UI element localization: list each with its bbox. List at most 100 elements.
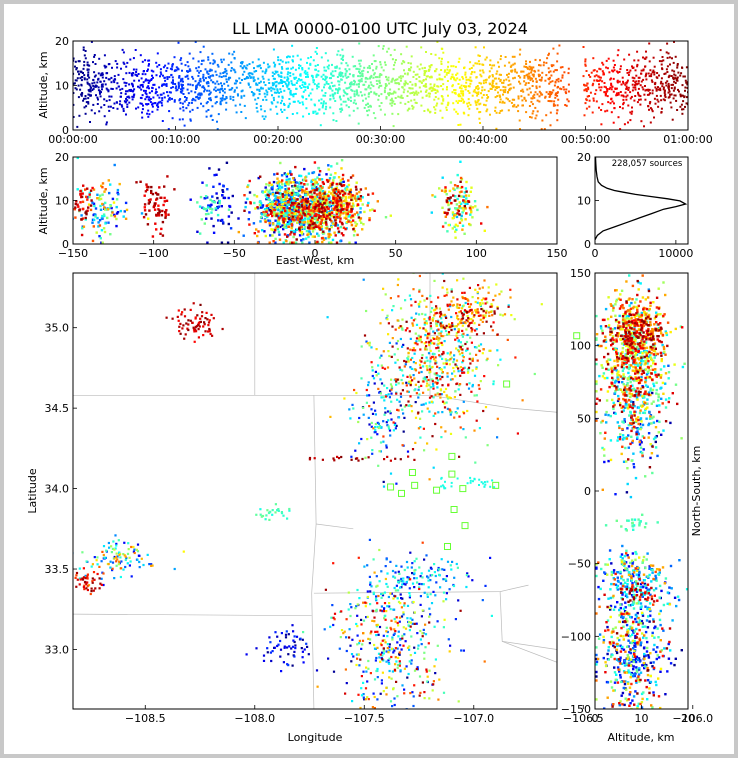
source-point <box>663 90 666 93</box>
source-point <box>275 200 278 203</box>
source-point <box>175 89 178 92</box>
source-point <box>644 85 646 87</box>
source-point <box>308 209 311 212</box>
source-point <box>454 618 457 621</box>
source-point <box>316 209 319 213</box>
source-point <box>269 210 273 213</box>
source-point <box>386 410 390 413</box>
source-point <box>306 645 309 648</box>
source-point <box>221 99 224 102</box>
source-point <box>341 223 344 226</box>
source-point <box>349 221 353 224</box>
source-point <box>672 78 675 81</box>
source-point <box>349 193 352 196</box>
source-point <box>661 85 664 88</box>
source-point <box>332 97 335 100</box>
source-point <box>355 223 359 226</box>
source-point <box>116 188 120 192</box>
source-point <box>669 63 671 66</box>
source-point <box>355 89 358 92</box>
source-point <box>279 192 283 195</box>
source-point <box>197 97 200 100</box>
source-point <box>325 206 329 209</box>
source-point <box>390 592 393 595</box>
source-point <box>449 196 452 199</box>
source-point <box>296 185 300 188</box>
source-point <box>221 189 224 192</box>
source-point <box>667 91 670 94</box>
source-point <box>456 224 459 228</box>
source-point <box>222 184 225 187</box>
source-point <box>319 199 322 203</box>
source-point <box>308 112 310 115</box>
source-point <box>342 191 345 194</box>
source-point <box>256 88 259 91</box>
source-point <box>511 98 514 101</box>
source-point <box>105 121 108 124</box>
source-point <box>286 178 290 181</box>
source-point <box>152 102 154 105</box>
source-point <box>229 76 232 79</box>
source-point <box>685 66 688 69</box>
source-point <box>192 98 195 101</box>
source-point <box>128 71 131 74</box>
source-point <box>139 180 142 183</box>
source-point <box>499 101 501 104</box>
source-point <box>424 85 427 88</box>
source-point <box>304 83 307 86</box>
source-point <box>400 53 403 56</box>
source-point <box>160 73 163 76</box>
source-point <box>332 222 335 225</box>
source-point <box>247 218 250 221</box>
source-point <box>309 206 312 209</box>
source-point <box>483 103 485 106</box>
source-point <box>255 647 258 650</box>
source-point <box>434 108 437 111</box>
source-point <box>196 69 199 72</box>
source-point <box>631 110 634 113</box>
source-point <box>329 106 332 109</box>
source-point <box>375 93 378 96</box>
source-point <box>491 75 494 78</box>
source-point <box>355 83 358 86</box>
source-point <box>451 84 454 87</box>
source-point <box>88 193 91 196</box>
source-point <box>682 100 685 103</box>
source-point <box>382 634 385 637</box>
source-point <box>189 83 192 86</box>
source-point <box>344 81 347 84</box>
source-point <box>82 48 85 51</box>
source-point <box>402 582 405 585</box>
source-point <box>612 70 615 73</box>
source-point <box>221 84 223 87</box>
source-point <box>653 65 656 68</box>
source-point <box>330 192 333 195</box>
source-point <box>350 88 353 91</box>
source-point <box>199 51 202 54</box>
source-point <box>671 118 674 121</box>
source-point <box>297 205 301 209</box>
source-point <box>678 90 680 93</box>
source-point <box>276 101 279 104</box>
source-point <box>397 570 400 573</box>
source-point <box>342 75 345 78</box>
source-point <box>292 73 295 76</box>
source-point <box>447 208 450 211</box>
source-point <box>446 212 449 215</box>
source-point <box>197 66 200 69</box>
source-point <box>371 192 375 195</box>
source-point <box>456 186 459 190</box>
source-point <box>303 167 306 171</box>
source-point <box>328 64 330 67</box>
source-point <box>74 206 77 209</box>
source-point <box>75 88 78 91</box>
source-point <box>316 183 319 186</box>
source-point <box>612 77 615 80</box>
source-point <box>638 98 640 101</box>
source-point <box>291 93 294 96</box>
source-point <box>225 108 228 111</box>
source-point <box>243 65 246 68</box>
source-point <box>82 67 85 70</box>
source-point <box>291 645 295 648</box>
